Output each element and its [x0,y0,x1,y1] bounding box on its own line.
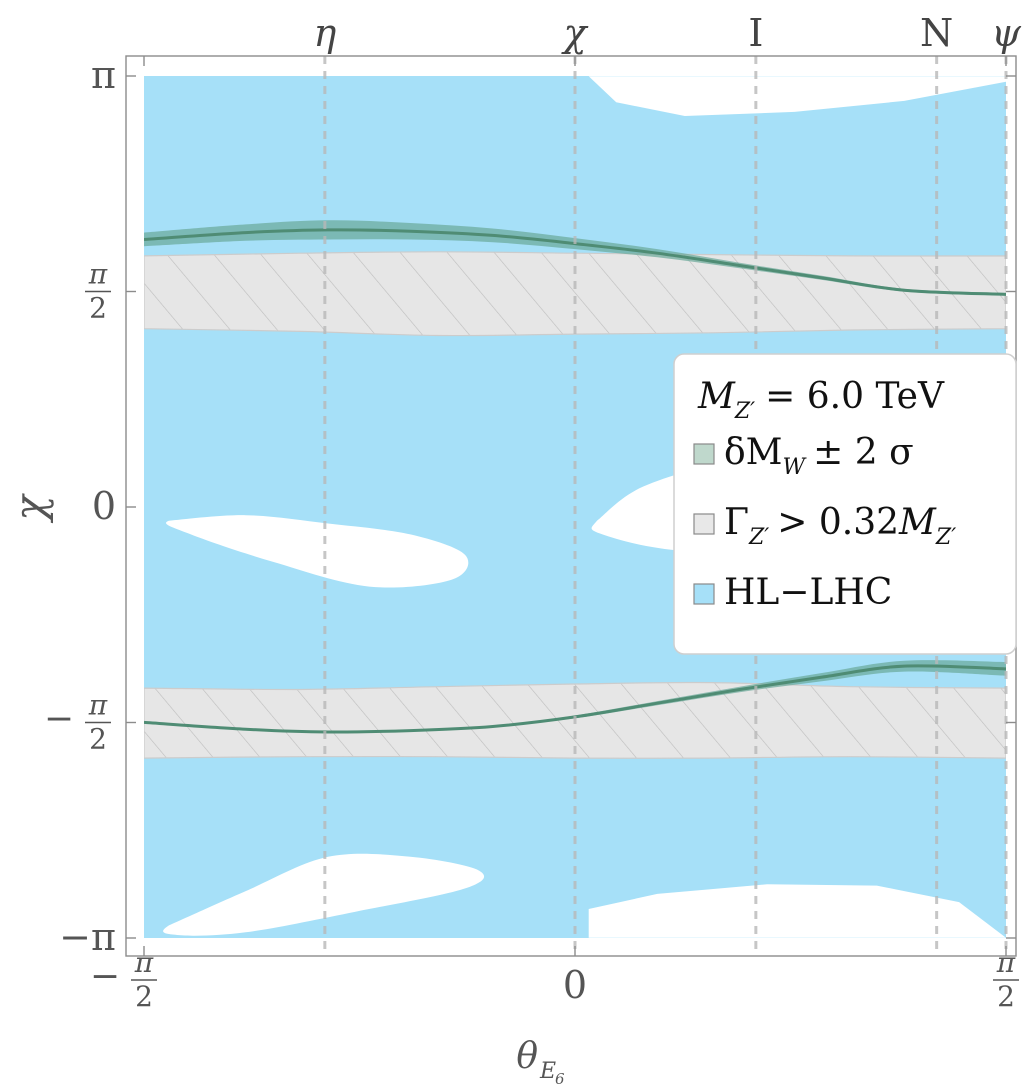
model-label-ψ: ψ [991,11,1022,55]
y-tick-3-sign: − [44,699,74,740]
y-tick-3-numerator: π [88,689,108,722]
y-tick-1-denominator: 2 [89,292,107,325]
x-tick-0: − π2 [90,946,157,1013]
x-tick-2-denominator: 2 [997,980,1015,1013]
y-tick-3-denominator: 2 [89,723,107,756]
width-band-0 [144,251,1006,337]
legend-title: MZ′ = 6.0 TeV [697,376,945,424]
legend-label-width: ΓZ′ > 0.32MZ′ [724,502,956,550]
y-tick-0-label: π [91,53,116,97]
hllhc-hole-lower-right [588,884,1006,938]
y-tick-1: π2 [85,258,111,325]
legend-label-mw: δMW ± 2 σ [724,432,914,480]
y-tick-1-numerator: π [88,258,108,291]
y-tick-2-label: 0 [92,484,116,528]
model-label-η: η [313,11,336,55]
mw-band-0 [144,220,1006,296]
x-tick-2-numerator: π [996,946,1016,979]
x-tick-0-denominator: 2 [135,980,153,1013]
legend-label-hllhc: HL−LHC [724,572,892,613]
hllhc-hole-middle-left [166,515,469,588]
x-axis-ticks: − π2 0π2 [90,56,1019,1013]
hllhc-hole-upper-right [588,76,1006,116]
legend-swatch-hllhc [693,583,715,605]
mw-band-1 [144,660,1006,733]
x-tick-2: π2 [993,946,1019,1013]
model-label-χ: χ [560,11,588,55]
model-label-I: I [748,11,763,55]
x-tick-0-numerator: π [134,946,154,979]
legend-swatch-mw [693,443,715,465]
hllhc-hole-lower-left [163,853,485,936]
x-axis-label-subsubscript: 6 [555,1070,565,1086]
x-tick-1: 0 [563,963,587,1007]
legend: MZ′ = 6.0 TeV δMW ± 2 σ ΓZ′ > 0.32MZ′ HL−LHC [673,353,1017,655]
model-label-N: N [920,11,953,55]
x-axis-label-subscript: E [539,1059,556,1084]
x-tick-0-sign: − [90,956,120,997]
y-axis-label: χ [5,493,54,524]
legend-box [673,353,1017,655]
legend-swatch-width [693,513,715,535]
x-axis-label: θ [516,1036,538,1077]
x-tick-1-label: 0 [563,963,587,1007]
y-tick-4-label: −π [59,915,116,959]
legend-entries: δMW ± 2 σ ΓZ′ > 0.32MZ′ HL−LHC [693,432,956,613]
y-tick-3: − π2 [44,689,111,756]
